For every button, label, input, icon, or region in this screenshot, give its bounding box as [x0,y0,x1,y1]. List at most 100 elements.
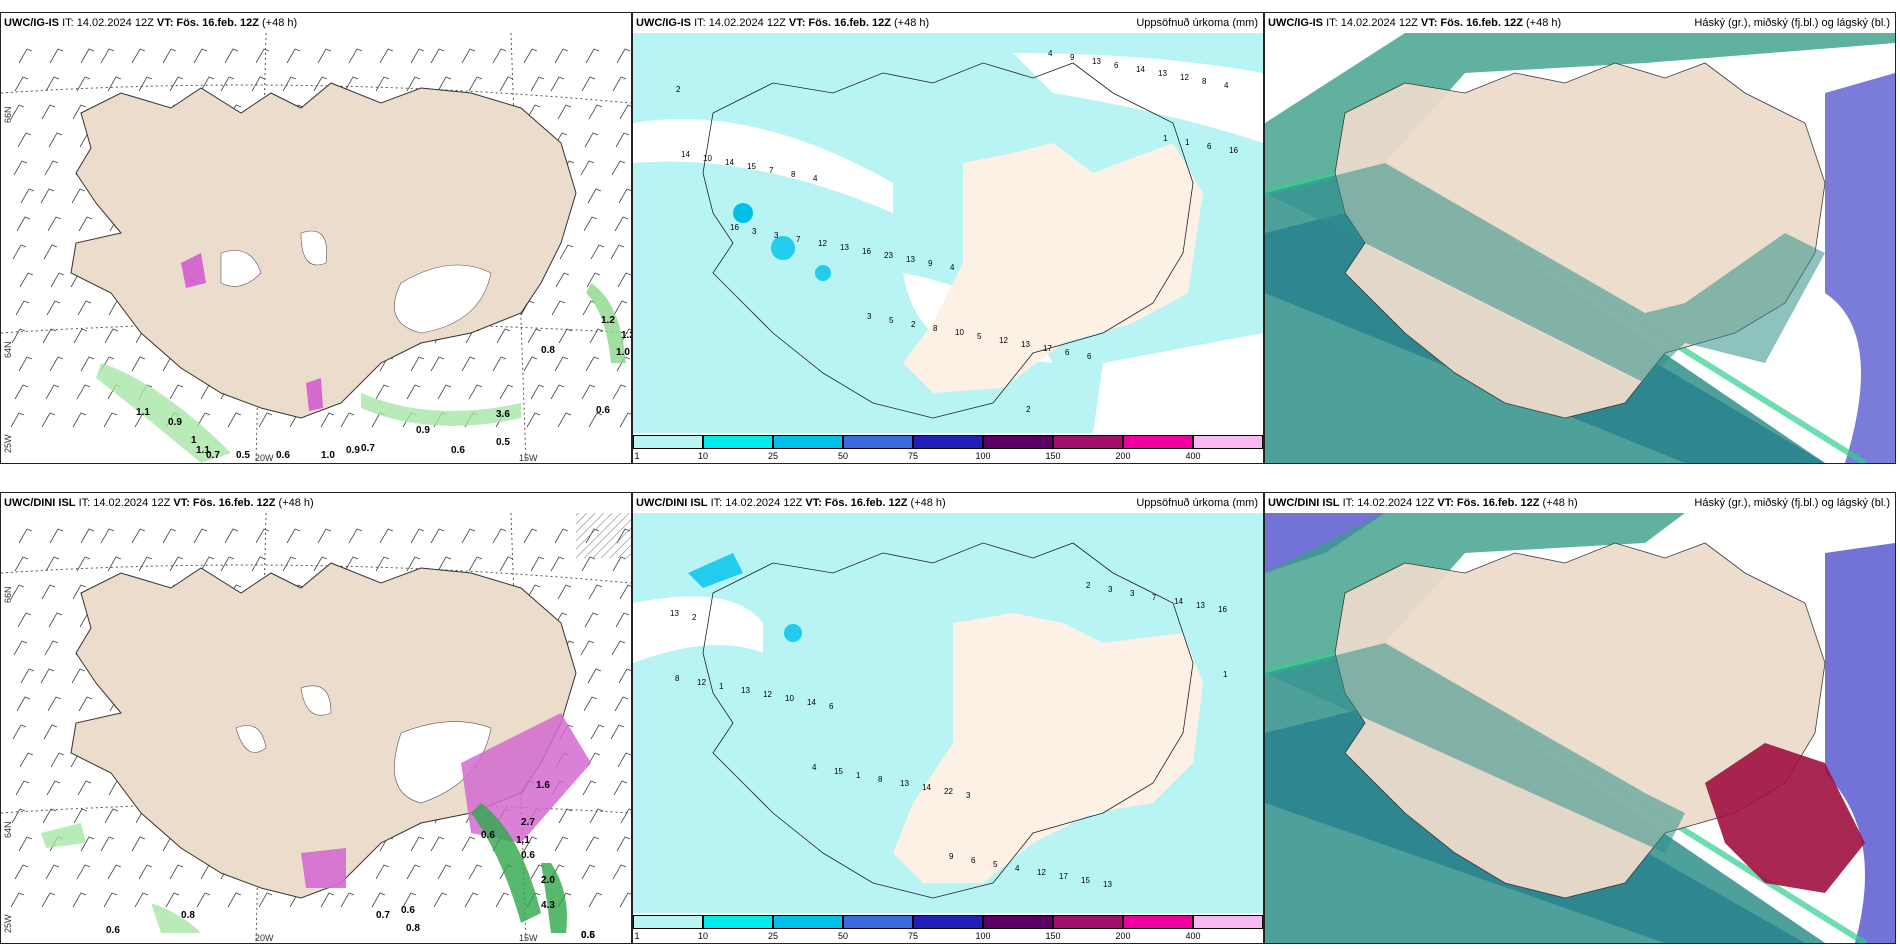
map-value-label: 0.8 [541,345,555,356]
precip-value: 6 [1087,352,1092,361]
precip-value: 2 [692,613,697,622]
wind-barb [590,724,605,740]
wind-barb [587,668,602,684]
wind-barb [410,48,425,64]
wind-barb [45,556,60,572]
colorbar-label: 50 [837,931,849,941]
wind-barb [313,76,328,92]
wind-barb [45,864,60,880]
wind-barb [581,384,596,400]
wind-barb [371,892,386,908]
precip-value: 5 [977,332,982,341]
precip-value: 14 [807,698,816,707]
wind-barb [616,836,631,852]
colorbar-swatch [1123,435,1193,449]
wind-barb [44,160,59,176]
wind-barb [375,556,390,572]
wind-barb [13,160,28,176]
wind-barb [286,528,301,544]
wind-barb [375,384,390,400]
wind-barb [523,356,538,372]
wind-barb [46,780,61,796]
wind-barb [80,48,95,64]
wind-barb [617,752,631,768]
colorbar-swatch [633,435,703,449]
wind-barb [530,76,545,92]
wind-barb [589,328,604,344]
wind-barb [169,384,184,400]
wind-barb [41,104,56,120]
wind-barb [554,528,569,544]
wind-barb [104,808,119,824]
wind-barb [20,188,35,204]
wind-barb [437,384,452,400]
wind-barb [49,48,64,64]
precip-value: 14 [725,158,734,167]
lon-label: 20W [255,453,274,463]
wind-barb [615,612,630,628]
wind-barb [16,696,31,712]
wind-barb [103,892,118,908]
wind-barb [103,412,118,428]
colorbar-swatch [843,915,913,929]
colorbar-swatch [983,915,1053,929]
wind-barb [134,892,149,908]
wind-barb [49,356,64,372]
colorbar-label: 10 [697,451,709,461]
wind-barb [72,412,87,428]
wind-barb [430,836,445,852]
map-value-label: 1.2 [601,315,615,326]
precip-value: 10 [785,694,794,703]
wind-barb [620,808,631,824]
precip-value: 2 [676,85,681,94]
wind-barb [406,864,421,880]
wind-barb [224,48,239,64]
wind-barb [499,384,514,400]
wind-barb [72,584,87,600]
wind-barb [193,48,208,64]
precip-value: 23 [884,251,893,260]
colorbar-label: 150 [1045,931,1061,941]
wind-barb [107,556,122,572]
wind-barb [80,528,95,544]
wind-barb [107,864,122,880]
precip-value: 12 [1037,868,1046,877]
wind-barb [45,384,60,400]
colorbar-swatch [1193,915,1263,929]
wind-barb [557,104,572,120]
wind-barb [495,892,510,908]
cloud-map [1265,513,1895,943]
wind-barb [100,836,115,852]
wind-barb [588,584,603,600]
wind-barb [617,272,631,288]
map-panel-top-left: UWC/IG-IS IT: 14.02.2024 12Z VT: Fös. 16… [0,12,632,464]
lat-label: 64N [3,341,13,358]
wind-barb [613,300,628,316]
colorbar-label: 100 [975,451,991,461]
colorbar-swatch [773,435,843,449]
precip-value: 4 [1048,49,1053,58]
map-value-label: 0.8 [181,910,195,921]
colorbar-label: 100 [975,931,991,941]
precip-value: 9 [949,852,954,861]
colorbar-label: 400 [1185,931,1201,941]
precip-value: 2 [1086,581,1091,590]
precip-value: 8 [791,170,796,179]
wind-barb [410,836,425,852]
wind-barb [12,244,27,260]
precip-value: 3 [1130,589,1135,598]
colorbar-label: 75 [907,451,919,461]
panel-header: UWC/DINI ISL IT: 14.02.2024 12Z VT: Fös.… [1,493,631,513]
map-value-label: 2.7 [521,817,535,828]
wind-barb [43,724,58,740]
colorbar-swatch [1053,915,1123,929]
lat-label: 64N [3,821,13,838]
precip-value: 9 [928,259,933,268]
lon-label: 15W [519,933,538,943]
precip-value: 6 [971,856,976,865]
precip-value: 3 [774,231,779,240]
wind-barb [348,528,363,544]
colorbar-swatch [1053,435,1123,449]
wind-map: 0.6 0.8 0.7 0.6 0.8 1.6 2.0 4.3 0.6 0.5 0.6 0.6 1.1 2… [1,513,631,943]
precip-value: 12 [763,690,772,699]
